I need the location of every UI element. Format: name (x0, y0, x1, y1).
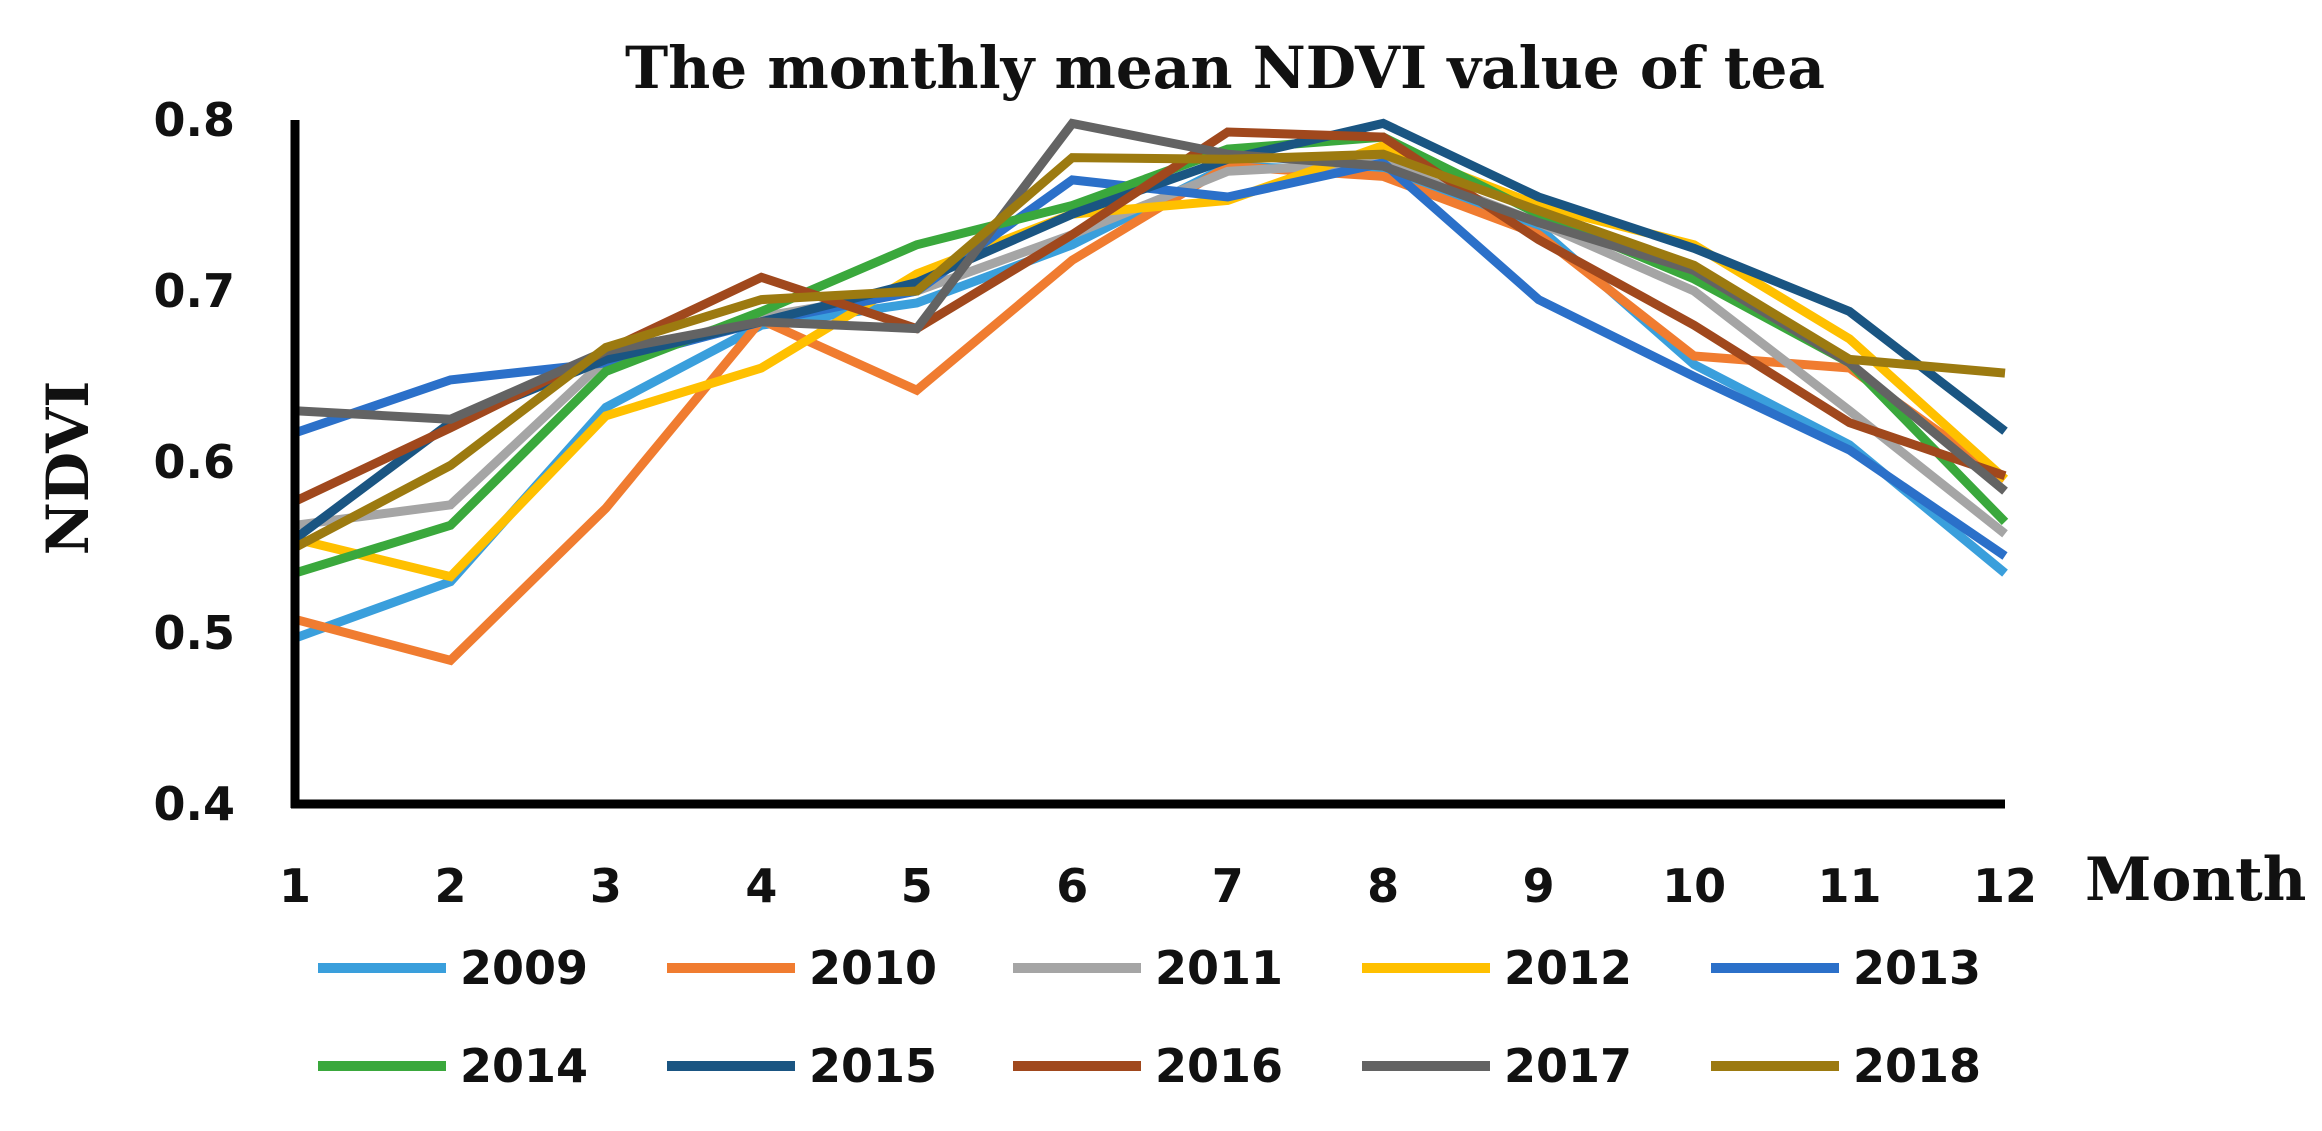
series-line-2016 (293, 127, 2007, 506)
series-line-2010 (293, 161, 2008, 666)
x-tick-label: 12 (1973, 859, 2037, 913)
series-line-2018 (292, 149, 2006, 552)
legend-label: 2009 (460, 941, 588, 995)
series-lines (292, 118, 2009, 666)
x-tick-label: 8 (1367, 859, 1399, 913)
x-tick-label: 10 (1662, 859, 1726, 913)
y-axis-label: NDVI (34, 381, 102, 555)
legend-label: 2011 (1155, 941, 1283, 995)
x-tick-label: 1 (279, 859, 311, 913)
legend: 2009 2010 2011 2012 2013 2014 2015 2016 2017 2018 (318, 941, 1981, 1093)
x-tick-label: 7 (1212, 859, 1244, 913)
x-tick-label: 4 (745, 859, 777, 913)
x-tick-label: 6 (1056, 859, 1088, 913)
x-tick-label: 2 (434, 859, 466, 913)
legend-label: 2013 (1853, 941, 1981, 995)
x-tick-label: 9 (1523, 859, 1555, 913)
legend-label: 2018 (1853, 1039, 1981, 1093)
x-tick-labels: 1 2 3 4 5 6 7 8 9 10 11 12 (279, 859, 2037, 913)
legend-label: 2015 (809, 1039, 937, 1093)
y-tick-label: 0.6 (154, 435, 236, 489)
series-line-2014 (293, 132, 2009, 578)
x-tick-label: 3 (590, 859, 622, 913)
y-tick-label: 0.8 (154, 93, 236, 147)
y-tick-label: 0.5 (154, 606, 236, 660)
legend-label: 2017 (1504, 1039, 1632, 1093)
legend-label: 2012 (1504, 941, 1632, 995)
legend-label: 2014 (460, 1039, 588, 1093)
y-tick-labels: 0.4 0.5 0.6 0.7 0.8 (154, 93, 236, 831)
legend-label: 2010 (809, 941, 937, 995)
x-tick-label: 5 (901, 859, 933, 913)
x-axis-label: Month (2085, 845, 2306, 915)
legend-label: 2016 (1155, 1039, 1283, 1093)
x-tick-label: 11 (1818, 859, 1882, 913)
chart-title: The monthly mean NDVI value of tea (625, 34, 1825, 102)
y-tick-label: 0.7 (154, 264, 236, 318)
y-tick-label: 0.4 (154, 777, 236, 831)
